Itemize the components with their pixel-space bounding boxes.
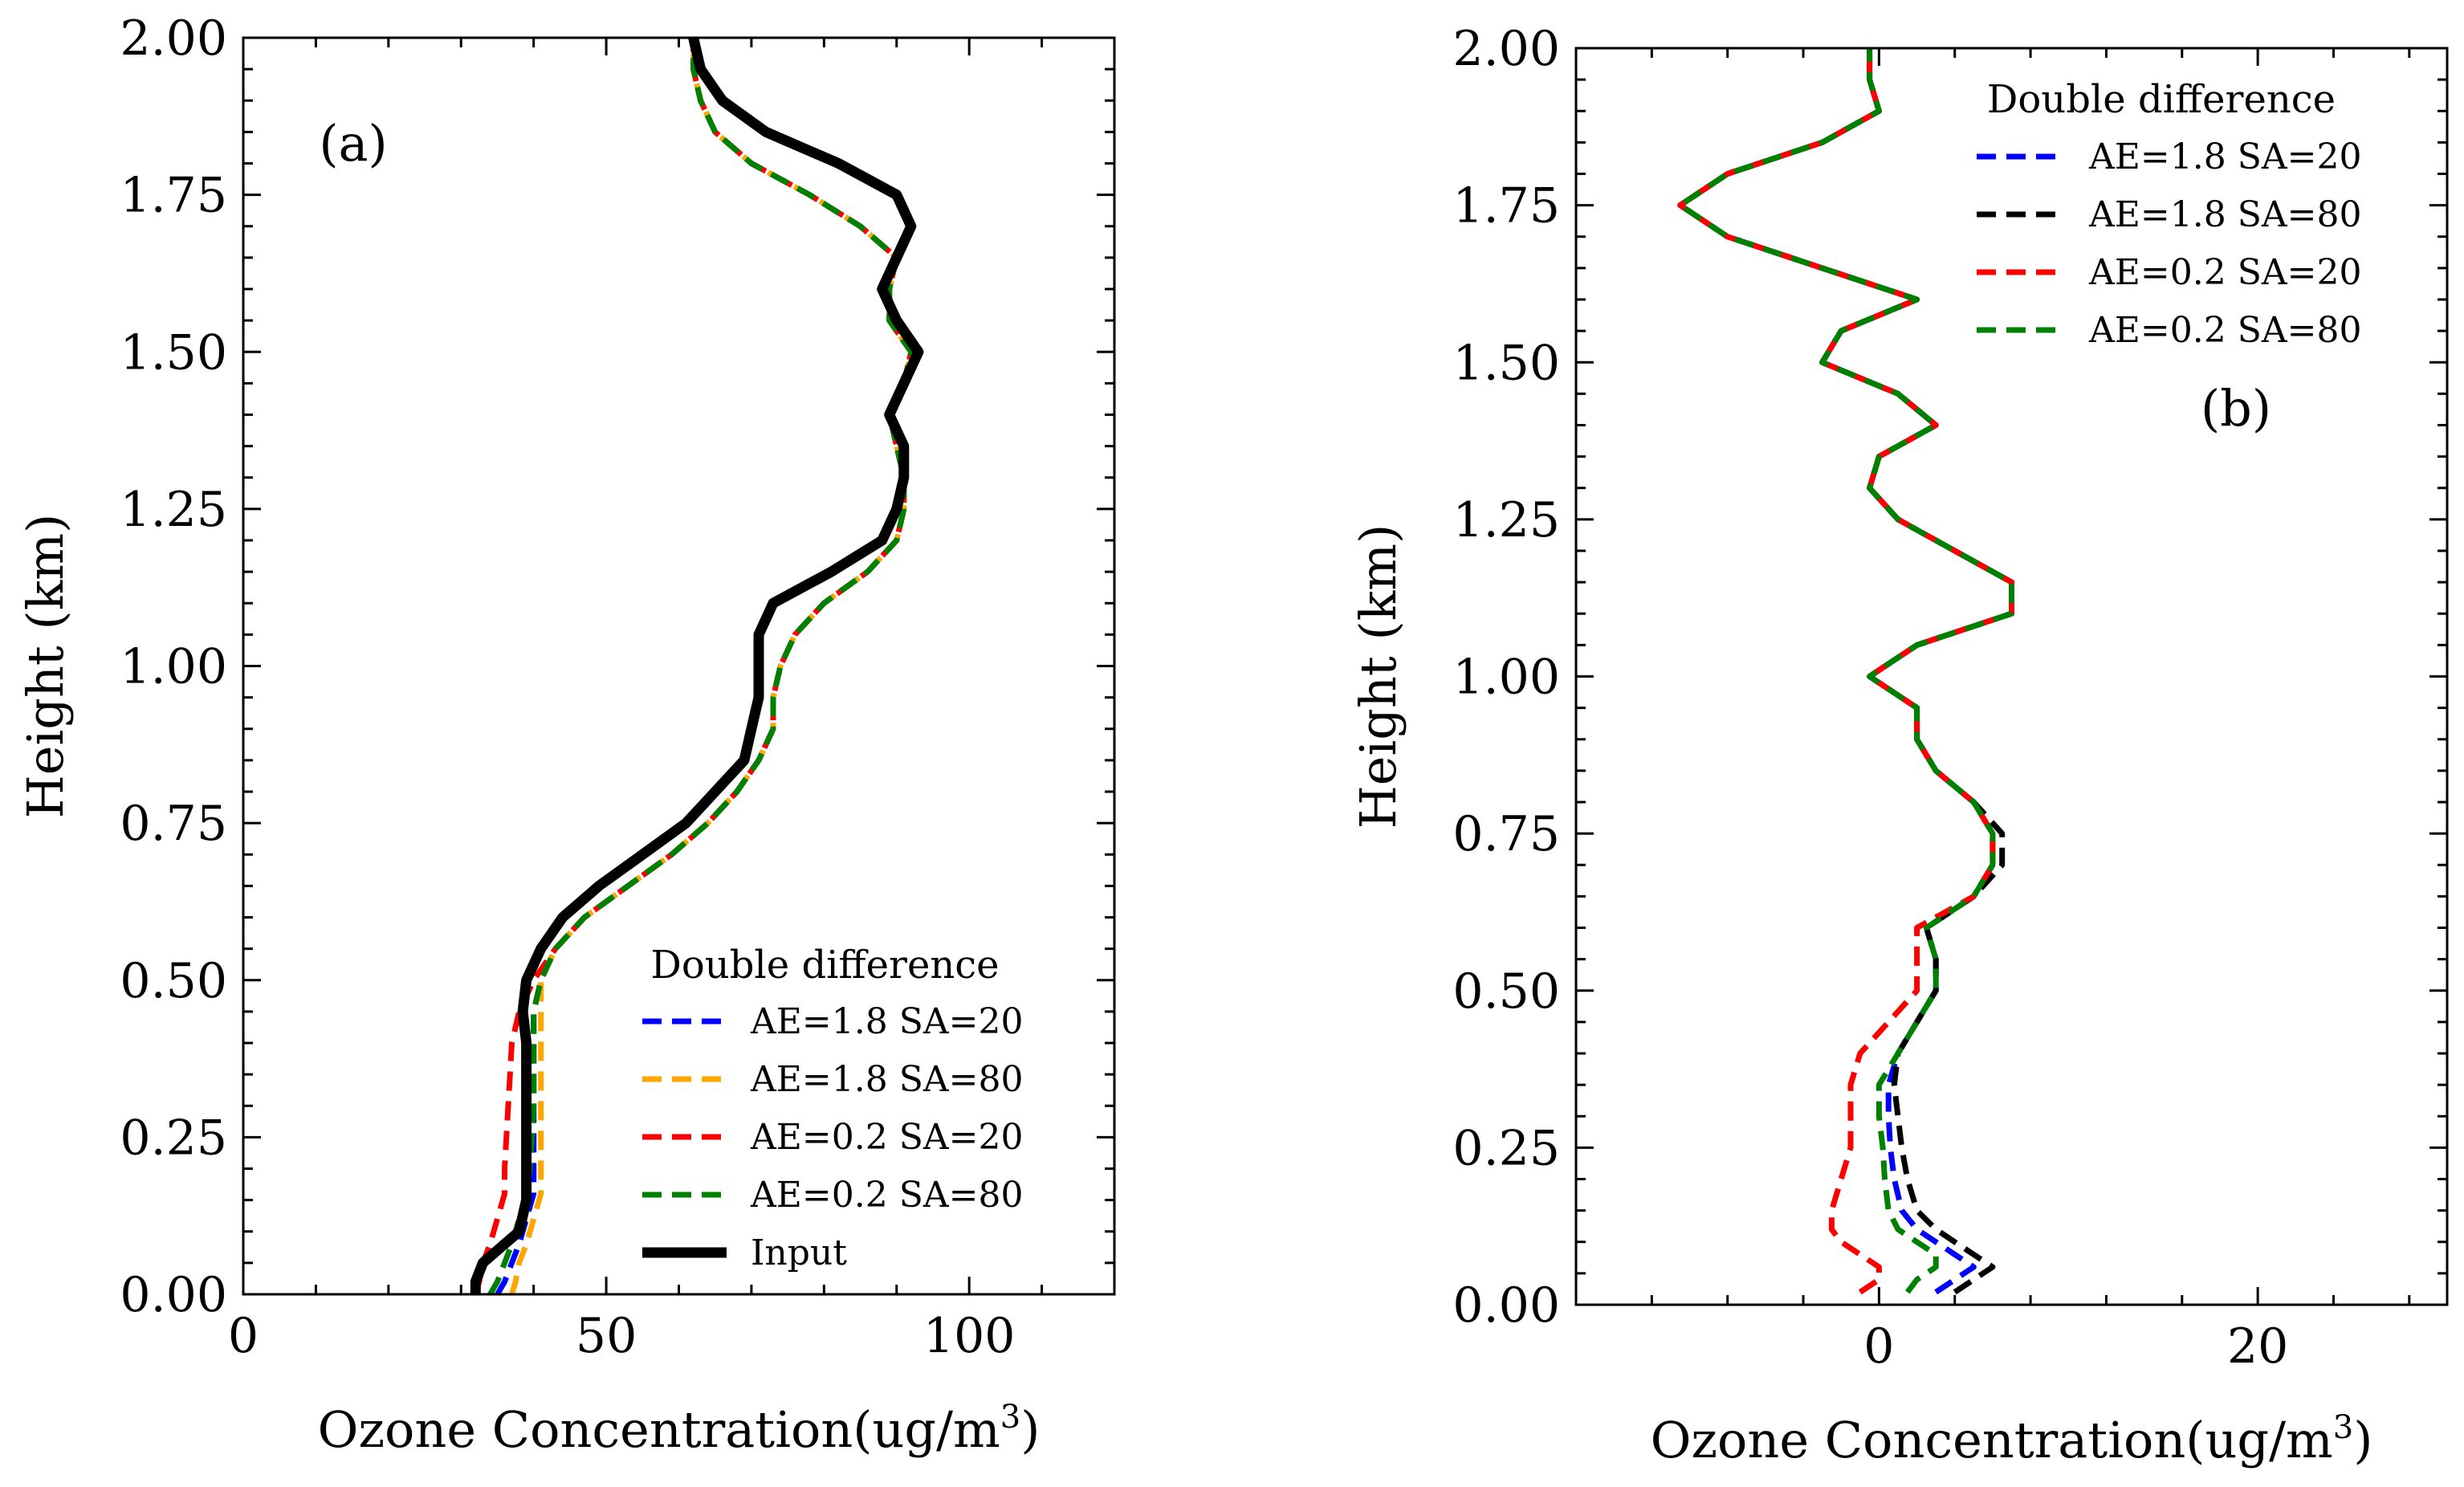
legend-title: Double difference bbox=[1987, 77, 2336, 122]
y-tick-label: 1.75 bbox=[120, 168, 227, 224]
legend: Double difference AE=1.8 SA=20 AE=1.8 SA=8… bbox=[642, 943, 1024, 1273]
plot-frame bbox=[1574, 47, 2449, 1306]
y-tick-label: 1.00 bbox=[120, 639, 227, 695]
y-tick-label: 0.25 bbox=[120, 1110, 227, 1166]
panel-label: (b) bbox=[2201, 379, 2271, 438]
legend-entry-label: AE=1.8 SA=80 bbox=[750, 1059, 1024, 1100]
y-tick-label: 0.50 bbox=[1452, 963, 1560, 1020]
y-tick-label: 0.25 bbox=[1452, 1120, 1560, 1176]
y-tick-label: 0.75 bbox=[1452, 806, 1560, 862]
series-line-3 bbox=[1677, 48, 2014, 1295]
y-tick-label: 1.75 bbox=[1452, 178, 1560, 234]
series-line-5 bbox=[470, 38, 924, 1294]
series-lines bbox=[1677, 48, 2014, 1295]
legend-entry-label: AE=1.8 SA=80 bbox=[2088, 194, 2362, 235]
y-tick-label: 0.50 bbox=[120, 953, 227, 1009]
series-line-4 bbox=[1677, 48, 2014, 1294]
panel-a: 0 50 100 0.00 0.25 0.50 0.75 1.00 1.25 1.50 1.75 2.… bbox=[16, 10, 1116, 1459]
x-tick-label: 100 bbox=[923, 1308, 1016, 1364]
legend-entry-label: AE=0.2 SA=20 bbox=[2088, 252, 2362, 293]
legend-title: Double difference bbox=[650, 943, 999, 988]
ticks bbox=[242, 36, 1116, 1296]
legend: Double difference AE=1.8 SA=20 AE=1.8 SA=8… bbox=[1977, 77, 2362, 351]
y-tick-label: 2.00 bbox=[120, 10, 227, 67]
legend-entry-label: AE=0.2 SA=80 bbox=[750, 1175, 1024, 1216]
legend-entry-label: Input bbox=[751, 1232, 847, 1273]
y-tick-label: 0.00 bbox=[1452, 1277, 1560, 1334]
y-axis-label: Height (km) bbox=[16, 514, 75, 819]
y-tick-label: 0.00 bbox=[120, 1267, 227, 1323]
x-tick-label: 0 bbox=[1863, 1318, 1894, 1375]
legend-entry-label: AE=1.8 SA=20 bbox=[2088, 136, 2362, 177]
series-lines bbox=[470, 38, 924, 1294]
series-line-4 bbox=[487, 38, 914, 1294]
panel-label: (a) bbox=[319, 114, 387, 173]
y-axis-label: Height (km) bbox=[1349, 524, 1407, 829]
series-line-1 bbox=[495, 38, 914, 1294]
x-axis-label: Ozone Concentration(ug/m3) bbox=[318, 1399, 1041, 1459]
x-tick-label: 50 bbox=[576, 1308, 637, 1364]
ticks bbox=[1574, 47, 2447, 1306]
y-tick-label: 1.25 bbox=[120, 482, 227, 538]
legend-entry-label: AE=0.2 SA=80 bbox=[2088, 310, 2362, 351]
y-tick-label: 1.00 bbox=[1452, 650, 1560, 706]
legend-entry-label: AE=0.2 SA=20 bbox=[750, 1117, 1024, 1158]
legend-entry-label: AE=1.8 SA=20 bbox=[750, 1001, 1024, 1042]
plot-frame bbox=[242, 36, 1116, 1296]
y-tick-label: 1.25 bbox=[1452, 492, 1560, 548]
y-tick-label: 1.50 bbox=[1452, 335, 1560, 391]
y-tick-label: 0.75 bbox=[120, 796, 227, 852]
x-axis-label: Ozone Concentration(ug/m3) bbox=[1651, 1409, 2373, 1469]
series-line-2 bbox=[509, 38, 914, 1294]
y-tick-label: 1.50 bbox=[120, 324, 227, 381]
x-tick-label: 20 bbox=[2227, 1318, 2288, 1375]
x-tick-label: 0 bbox=[228, 1308, 259, 1364]
panel-b: 0 20 0.00 0.25 0.50 0.75 1.00 1.25 1.50 1.75 2.00 O… bbox=[1349, 21, 2449, 1469]
y-tick-label: 2.00 bbox=[1452, 21, 1560, 77]
